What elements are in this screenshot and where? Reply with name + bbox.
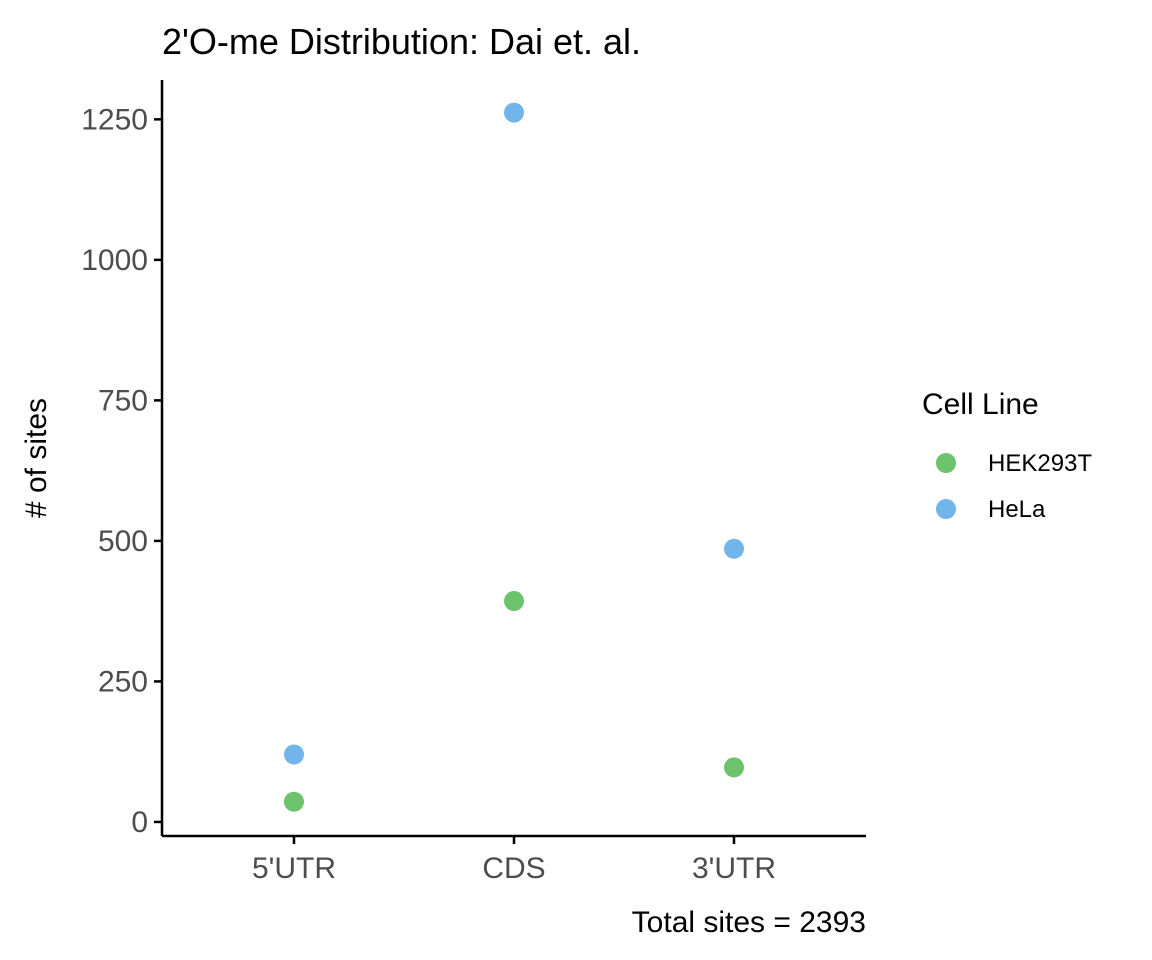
x-tick-label: 5'UTR [252,852,336,885]
y-tick-label: 1250 [81,103,148,136]
data-point-hek293t-2 [724,757,744,778]
legend-label-hek293t: HEK293T [988,450,1092,477]
points-group [284,102,744,812]
data-point-hela-0 [284,744,304,765]
y-tick-label: 1000 [81,244,148,277]
chart-caption: Total sites = 2393 [632,906,866,939]
data-point-hek293t-0 [284,791,304,812]
y-tick-label: 0 [131,806,148,839]
data-point-hela-1 [504,102,524,123]
legend-key-hek293t [936,453,956,473]
data-point-hela-2 [724,538,744,559]
legend-title: Cell Line [922,388,1039,421]
axes-group [160,80,866,838]
y-tick-label: 250 [98,665,148,698]
y-tick-label: 500 [98,525,148,558]
y-ticks-group: 0 250 500 750 1000 1250 [81,103,162,839]
legend-key-hela [936,499,956,519]
chart-title: 2'O-me Distribution: Dai et. al. [162,21,641,62]
x-ticks-group: 5'UTR CDS 3'UTR [252,836,776,885]
legend: Cell Line HEK293T HeLa [922,388,1092,523]
y-axis-title: # of sites [20,398,53,518]
data-point-hek293t-1 [504,591,524,612]
x-tick-label: CDS [482,852,545,885]
y-tick-label: 750 [98,384,148,417]
x-tick-label: 3'UTR [692,852,776,885]
legend-label-hela: HeLa [988,496,1046,523]
